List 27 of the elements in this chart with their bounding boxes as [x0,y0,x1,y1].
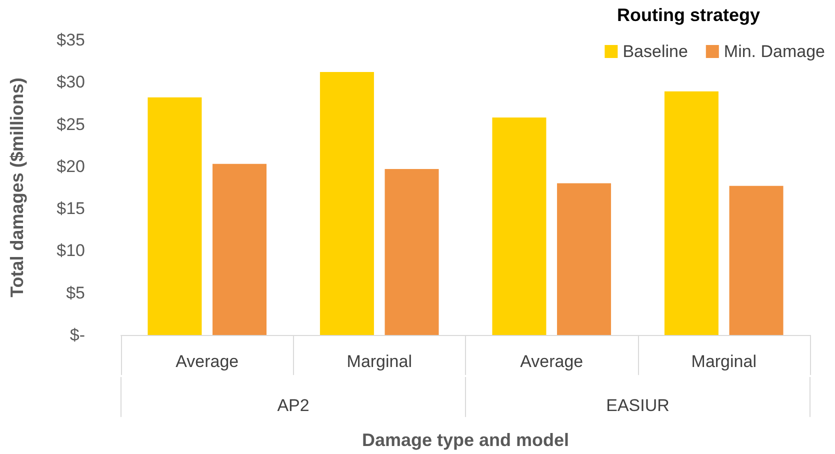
x-tick-label: Average [176,352,239,371]
y-tick-label: $30 [56,72,85,92]
bar [212,164,267,335]
bar [729,186,784,335]
legend-label: Baseline [622,42,688,61]
y-tick-label: $20 [56,156,85,176]
y-tick-label: $35 [56,30,85,50]
x-axis-title: Damage type and model [362,430,570,450]
x-tick-label: Marginal [346,352,412,371]
bar [384,168,439,335]
bar [492,118,546,335]
bar [664,91,718,335]
legend-title: Routing strategy [616,5,760,25]
y-tick-label: $15 [56,199,85,218]
y-axis-title: Total damages ($millions) [7,78,27,298]
bar [148,97,202,335]
x-tick-label: Average [520,352,584,371]
y-tick-label: $- [70,326,85,344]
text: AP2 [277,396,310,415]
bar [557,183,612,335]
y-tick-label: $5 [66,283,85,302]
y-tick-label: $25 [56,114,85,134]
bar [320,72,374,335]
text: EASIUR [606,396,670,415]
legend-label: Min. Damage [724,42,826,61]
y-tick-label: $10 [56,241,85,260]
x-tick-label: Marginal [691,352,756,371]
